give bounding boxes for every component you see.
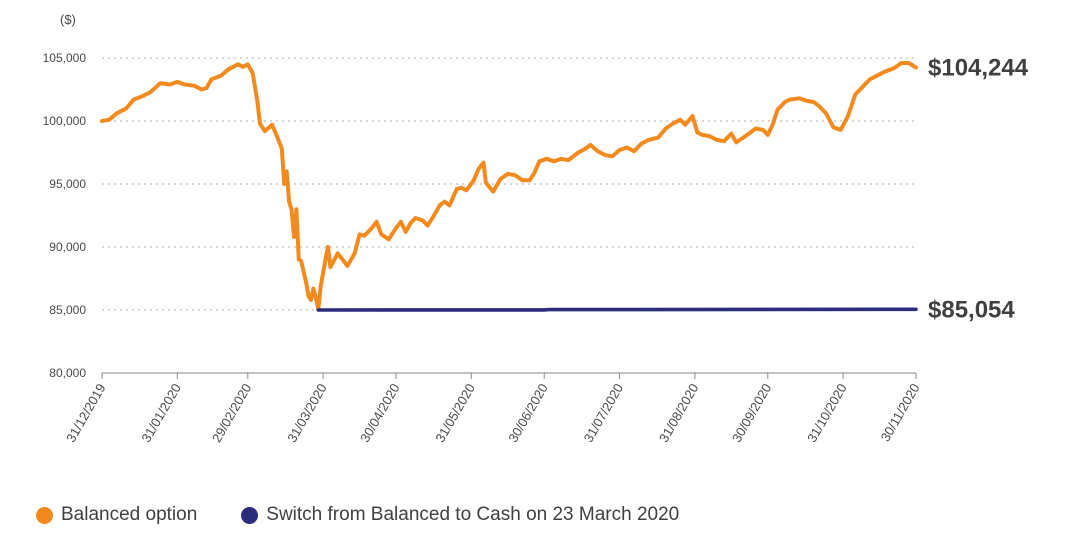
balanced-option-line xyxy=(100,61,918,312)
y-tick-label: 90,000 xyxy=(49,240,86,254)
end-label-balanced: $104,244 xyxy=(928,55,1029,82)
x-tick-label: 31/07/2020 xyxy=(581,381,627,445)
x-tick-label: 31/05/2020 xyxy=(432,381,478,445)
end-label-cash-switch: $85,054 xyxy=(928,296,1015,323)
x-tick-label: 31/12/2019 xyxy=(63,381,109,445)
x-tick-label: 30/06/2020 xyxy=(505,381,551,445)
y-tick-label: 95,000 xyxy=(49,177,86,191)
x-axis: 31/12/2019 31/01/2020 29/02/2020 31/03/2020… xyxy=(63,372,923,445)
y-tick-label: 85,000 xyxy=(49,303,86,317)
legend-label-balanced: Balanced option xyxy=(61,504,198,525)
y-unit-label: ($) xyxy=(60,12,76,27)
gridlines xyxy=(102,57,916,311)
legend: Balanced option Switch from Balanced to … xyxy=(36,504,723,526)
x-tick-label: 31/01/2020 xyxy=(138,381,184,445)
x-tick-label: 31/08/2020 xyxy=(656,381,702,445)
x-tick-label: 31/03/2020 xyxy=(284,381,330,445)
legend-swatch-cash-switch xyxy=(241,506,259,524)
legend-swatch-balanced xyxy=(36,506,53,524)
cash-switch-line xyxy=(316,307,918,312)
y-axis-ticks: 80,000 85,000 90,000 95,000 100,000 105,000 xyxy=(43,51,87,380)
x-tick-label: 29/02/2020 xyxy=(209,381,255,445)
legend-item-balanced: Balanced option xyxy=(36,504,197,526)
y-tick-label: 80,000 xyxy=(49,366,86,380)
line-chart: ($) 80,000 85,000 90,000 95,000 100,000 105,0… xyxy=(43,12,1029,445)
x-tick-label: 30/04/2020 xyxy=(357,381,403,445)
y-tick-label: 100,000 xyxy=(43,114,87,128)
end-value-labels: $104,244 $85,054 xyxy=(928,55,1029,324)
y-tick-label: 105,000 xyxy=(43,51,87,65)
x-tick-label: 30/09/2020 xyxy=(729,381,775,445)
x-tick-label: 31/10/2020 xyxy=(804,381,850,445)
legend-item-cash-switch: Switch from Balanced to Cash on 23 March… xyxy=(241,504,679,526)
series-lines xyxy=(100,61,918,312)
legend-label-cash-switch: Switch from Balanced to Cash on 23 March… xyxy=(266,504,680,525)
x-tick-label: 30/11/2020 xyxy=(878,381,923,444)
